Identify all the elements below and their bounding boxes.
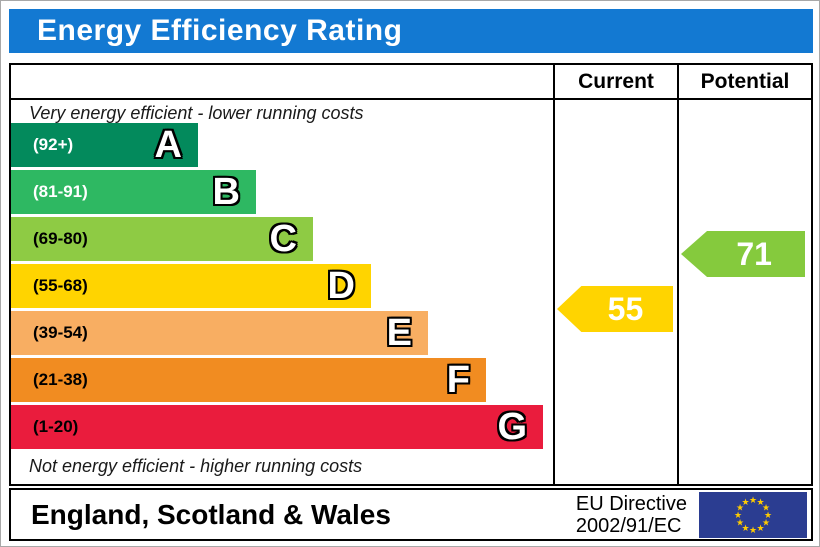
- svg-text:★: ★: [764, 510, 772, 520]
- bands-column-header: [11, 65, 555, 98]
- band-b-range: (81-91): [33, 182, 88, 201]
- band-d-letter: D: [327, 265, 355, 307]
- current-rating-value: 55: [607, 290, 644, 327]
- band-e: (39-54) E: [11, 311, 428, 355]
- rating-table: Current Potential Very energy efficient …: [9, 63, 813, 486]
- svg-text:★: ★: [741, 523, 749, 533]
- band-g-range: (1-20): [33, 417, 79, 436]
- region-label: England, Scotland & Wales: [31, 498, 391, 530]
- svg-text:★: ★: [736, 502, 744, 512]
- potential-rating-cell: 71: [679, 100, 811, 484]
- potential-rating-arrow: 71: [681, 231, 805, 277]
- potential-column-header: Potential: [700, 69, 790, 93]
- svg-text:★: ★: [756, 497, 764, 507]
- svg-text:★: ★: [736, 517, 744, 527]
- current-column-header: Current: [555, 65, 679, 98]
- current-rating-arrow: 55: [557, 286, 673, 332]
- svg-text:★: ★: [756, 523, 764, 533]
- svg-text:★: ★: [749, 525, 757, 535]
- current-rating-cell: 55: [555, 100, 679, 484]
- band-f-range: (21-38): [33, 370, 88, 389]
- top-note: Very energy efficient - lower running co…: [29, 103, 364, 123]
- chart-title-bar: Energy Efficiency Rating: [9, 9, 813, 53]
- eu-directive-label: EU Directive 2002/91/EC: [576, 493, 687, 537]
- footer-bar: England, Scotland & Wales EU Directive 2…: [9, 488, 813, 541]
- band-f: (21-38) F: [11, 358, 486, 402]
- band-c-letter: C: [269, 218, 297, 260]
- band-b: (81-91) B: [11, 170, 256, 214]
- band-g-letter: G: [497, 406, 527, 448]
- bottom-note: Not energy efficient - higher running co…: [29, 456, 363, 476]
- band-a-letter: A: [154, 124, 182, 166]
- svg-text:★: ★: [762, 502, 770, 512]
- band-e-letter: E: [386, 312, 412, 354]
- eu-directive-line1: EU Directive: [575, 492, 687, 515]
- eu-directive-line2: 2002/91/EC: [575, 514, 682, 537]
- page-title: Energy Efficiency Rating: [37, 14, 403, 47]
- bands-area: Very energy efficient - lower running co…: [11, 100, 555, 484]
- table-header-row: Current Potential: [11, 65, 811, 100]
- table-body: Very energy efficient - lower running co…: [11, 100, 811, 484]
- band-e-range: (39-54): [33, 323, 88, 342]
- potential-rating-value: 71: [736, 235, 772, 272]
- band-c: (69-80) C: [11, 217, 313, 261]
- band-d-range: (55-68): [33, 276, 88, 295]
- svg-text:★: ★: [734, 510, 742, 520]
- band-d: (55-68) D: [11, 264, 371, 308]
- band-c-range: (69-80): [33, 229, 88, 248]
- svg-text:★: ★: [762, 517, 770, 527]
- eu-flag-icon: ★ ★ ★ ★ ★ ★ ★ ★ ★ ★ ★ ★: [699, 491, 807, 538]
- svg-text:★: ★: [749, 495, 757, 505]
- band-a-range: (92+): [33, 135, 74, 154]
- band-a: (92+) A: [11, 123, 198, 167]
- band-f-letter: F: [446, 359, 470, 401]
- svg-text:★: ★: [741, 497, 749, 507]
- band-g: (1-20) G: [11, 405, 543, 449]
- band-b-letter: B: [212, 171, 240, 213]
